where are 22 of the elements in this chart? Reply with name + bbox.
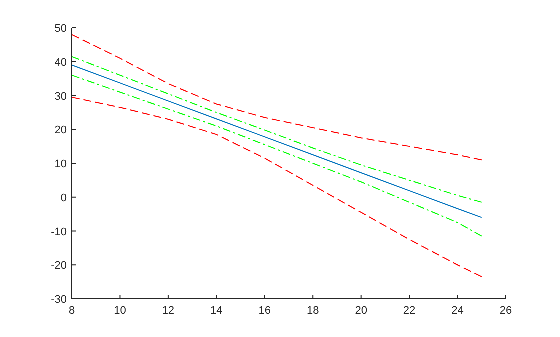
y-tick-label: 50	[54, 23, 67, 35]
line-series	[72, 96, 482, 278]
x-tick-label: 8	[68, 305, 76, 317]
x-tick-label: 16	[258, 305, 272, 317]
y-tick-label: 40	[54, 56, 67, 69]
y-tick-label: -20	[51, 260, 67, 272]
x-tick-label: 12	[162, 305, 175, 317]
x-tick-label: 14	[210, 305, 223, 317]
x-tick-label: 24	[452, 305, 464, 317]
y-tick-label: 20	[54, 124, 67, 137]
line-series	[72, 34, 482, 161]
y-tick-label: 30	[54, 90, 67, 103]
line-series	[72, 74, 482, 237]
x-tick-label: 22	[403, 305, 416, 317]
y-tick-label: -10	[51, 226, 67, 238]
x-tick-label: 18	[306, 305, 320, 317]
x-tick-label: 20	[355, 305, 368, 317]
x-tick-label: 10	[114, 305, 126, 317]
y-tick-label: 10	[54, 158, 67, 170]
y-tick-label: -30	[51, 294, 67, 306]
y-tick-label: 0	[60, 192, 67, 204]
x-tick-label: 26	[500, 305, 512, 317]
